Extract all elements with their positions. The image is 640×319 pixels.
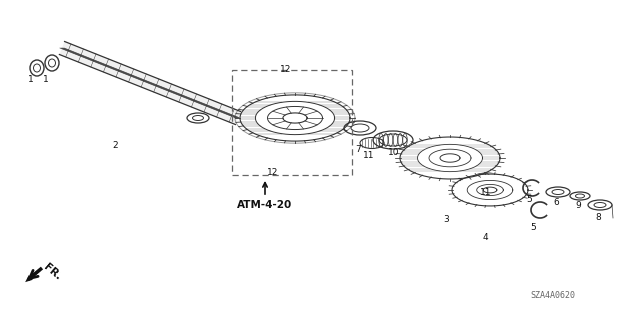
Polygon shape	[255, 101, 335, 135]
Text: 11: 11	[480, 188, 492, 197]
Polygon shape	[268, 107, 323, 130]
Polygon shape	[240, 95, 350, 141]
Text: SZA4A0620: SZA4A0620	[530, 291, 575, 300]
Polygon shape	[25, 275, 33, 282]
Text: 1: 1	[43, 75, 49, 84]
Text: 8: 8	[595, 213, 601, 222]
Text: 1: 1	[28, 75, 34, 84]
Text: 2: 2	[112, 141, 118, 150]
Polygon shape	[429, 149, 471, 167]
Text: 6: 6	[553, 198, 559, 207]
Text: 5: 5	[526, 195, 532, 204]
Text: 4: 4	[483, 233, 488, 242]
Polygon shape	[400, 137, 500, 179]
Polygon shape	[60, 41, 241, 124]
Text: 11: 11	[363, 151, 374, 160]
Polygon shape	[283, 113, 307, 123]
Text: 10: 10	[388, 148, 399, 157]
Text: 7: 7	[355, 145, 361, 154]
Polygon shape	[417, 145, 483, 172]
Polygon shape	[467, 181, 513, 200]
Text: ATM-4-20: ATM-4-20	[237, 200, 292, 210]
Text: 9: 9	[575, 201, 580, 210]
Polygon shape	[477, 184, 503, 196]
Bar	[232, 70, 352, 175]
Text: FR.: FR.	[42, 262, 63, 282]
Text: 5: 5	[530, 223, 536, 232]
Text: 12: 12	[280, 65, 291, 74]
Polygon shape	[483, 187, 497, 193]
Polygon shape	[452, 174, 528, 206]
Text: 12: 12	[267, 168, 278, 177]
Polygon shape	[440, 154, 460, 162]
Text: 3: 3	[443, 215, 449, 224]
